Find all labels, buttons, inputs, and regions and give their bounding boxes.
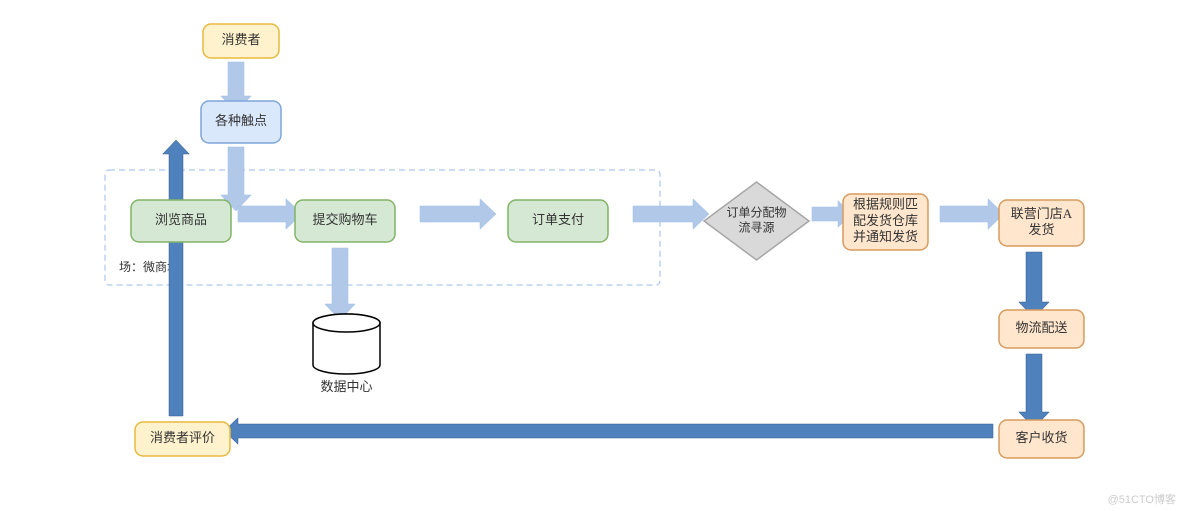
node-label: 各种触点: [215, 113, 267, 128]
node-label: 提交购物车: [312, 212, 377, 227]
node-label: 订单支付: [532, 212, 584, 227]
node-label: 客户收货: [1015, 430, 1067, 445]
node-label: 数据中心: [320, 379, 372, 394]
node-label: 流寻源: [738, 220, 774, 234]
arrow: [420, 199, 496, 229]
arrow: [940, 199, 1004, 229]
node-datacenter-top: [313, 314, 380, 332]
watermark: @51CTO博客: [1108, 491, 1176, 507]
arrow: [238, 199, 302, 229]
node-label: 消费者评价: [150, 430, 215, 445]
node-label: 订单分配物: [726, 205, 786, 219]
node-label: 配发货仓库: [853, 213, 918, 228]
arrow: [1019, 252, 1049, 318]
arrow: [163, 140, 190, 416]
node-label: 发货: [1028, 222, 1054, 237]
node-label: 浏览商品: [155, 212, 207, 227]
node-label: 联营门店A: [1011, 206, 1073, 221]
flowchart-canvas: 场：微商城消费者各种触点浏览商品提交购物车订单支付订单分配物流寻源根据规则匹配发…: [0, 0, 1184, 511]
node-label: 并通知发货: [853, 229, 918, 244]
node-label: 根据规则匹: [853, 197, 918, 212]
arrow: [325, 248, 355, 320]
node-label: 消费者: [221, 32, 260, 47]
arrow: [224, 418, 993, 445]
arrow: [633, 199, 709, 229]
node-label: 物流配送: [1015, 320, 1067, 335]
arrow: [1019, 354, 1049, 428]
